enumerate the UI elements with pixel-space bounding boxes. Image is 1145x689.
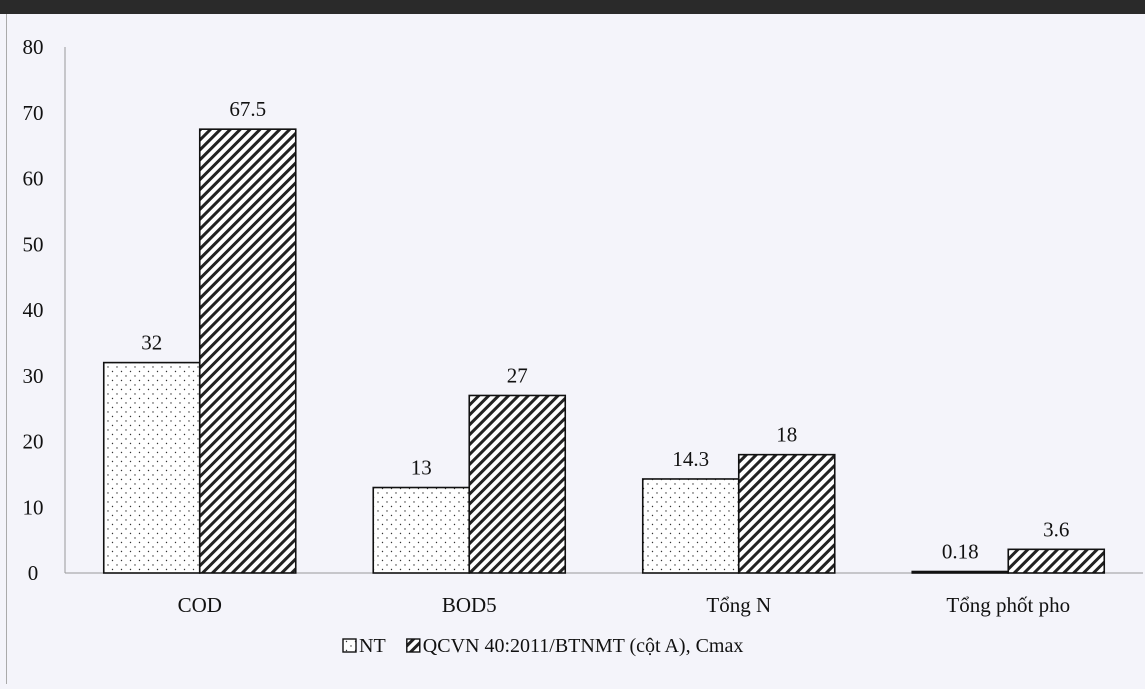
data-label: 18 bbox=[776, 423, 797, 447]
x-axis-tick-labels: COD BOD5 Tổng N Tổng phốt pho bbox=[178, 593, 1071, 617]
x-tick-label: BOD5 bbox=[442, 593, 497, 617]
bar-chart: 0 10 20 30 40 50 60 70 80 32 67.5 13 27 14.3 18 0.18 3.… bbox=[23, 35, 1143, 657]
y-tick-label: 70 bbox=[23, 101, 44, 125]
bar-qcvn-0 bbox=[198, 128, 297, 574]
top-border-bar bbox=[0, 0, 1145, 14]
bar-nt-0 bbox=[102, 361, 201, 574]
x-tick-label: COD bbox=[178, 593, 222, 617]
y-tick-label: 60 bbox=[23, 167, 44, 191]
y-tick-label: 20 bbox=[23, 430, 44, 454]
y-tick-label: 40 bbox=[23, 298, 44, 322]
data-label: 27 bbox=[507, 363, 528, 387]
data-label: 14.3 bbox=[672, 447, 709, 471]
bar-qcvn-2 bbox=[737, 453, 836, 574]
chart-frame: 0 10 20 30 40 50 60 70 80 32 67.5 13 27 14.3 18 0.18 3.… bbox=[6, 14, 1145, 684]
bar-nt-3 bbox=[911, 570, 1010, 574]
data-label: 0.18 bbox=[942, 540, 979, 564]
bar-qcvn-1 bbox=[468, 394, 567, 574]
data-label: 32 bbox=[141, 331, 162, 355]
data-label: 13 bbox=[411, 456, 432, 480]
bar-nt-1 bbox=[372, 486, 471, 574]
y-tick-label: 30 bbox=[23, 364, 44, 388]
y-tick-label: 10 bbox=[23, 495, 44, 519]
data-label: 3.6 bbox=[1043, 517, 1069, 541]
y-tick-label: 50 bbox=[23, 232, 44, 256]
data-label: 67.5 bbox=[229, 97, 266, 121]
x-tick-label: Tổng phốt pho bbox=[946, 593, 1070, 617]
data-labels: 32 67.5 13 27 14.3 18 0.18 3.6 bbox=[141, 97, 1069, 563]
bar-qcvn-3 bbox=[1007, 548, 1106, 574]
y-tick-label: 80 bbox=[23, 35, 44, 59]
legend-swatch-1 bbox=[406, 638, 421, 653]
y-axis-tick-labels: 0 10 20 30 40 50 60 70 80 bbox=[23, 35, 44, 585]
legend-label-1: QCVN 40:2011/BTNMT (cột A), Cmax bbox=[423, 635, 744, 657]
bar-nt-2 bbox=[641, 478, 740, 574]
x-tick-label: Tổng N bbox=[706, 593, 771, 617]
legend-swatch-0 bbox=[342, 638, 357, 653]
y-tick-label: 0 bbox=[28, 561, 39, 585]
legend-label-0: NT bbox=[359, 635, 386, 657]
legend: NT QCVN 40:2011/BTNMT (cột A), Cmax bbox=[342, 635, 744, 657]
bars bbox=[102, 128, 1106, 574]
